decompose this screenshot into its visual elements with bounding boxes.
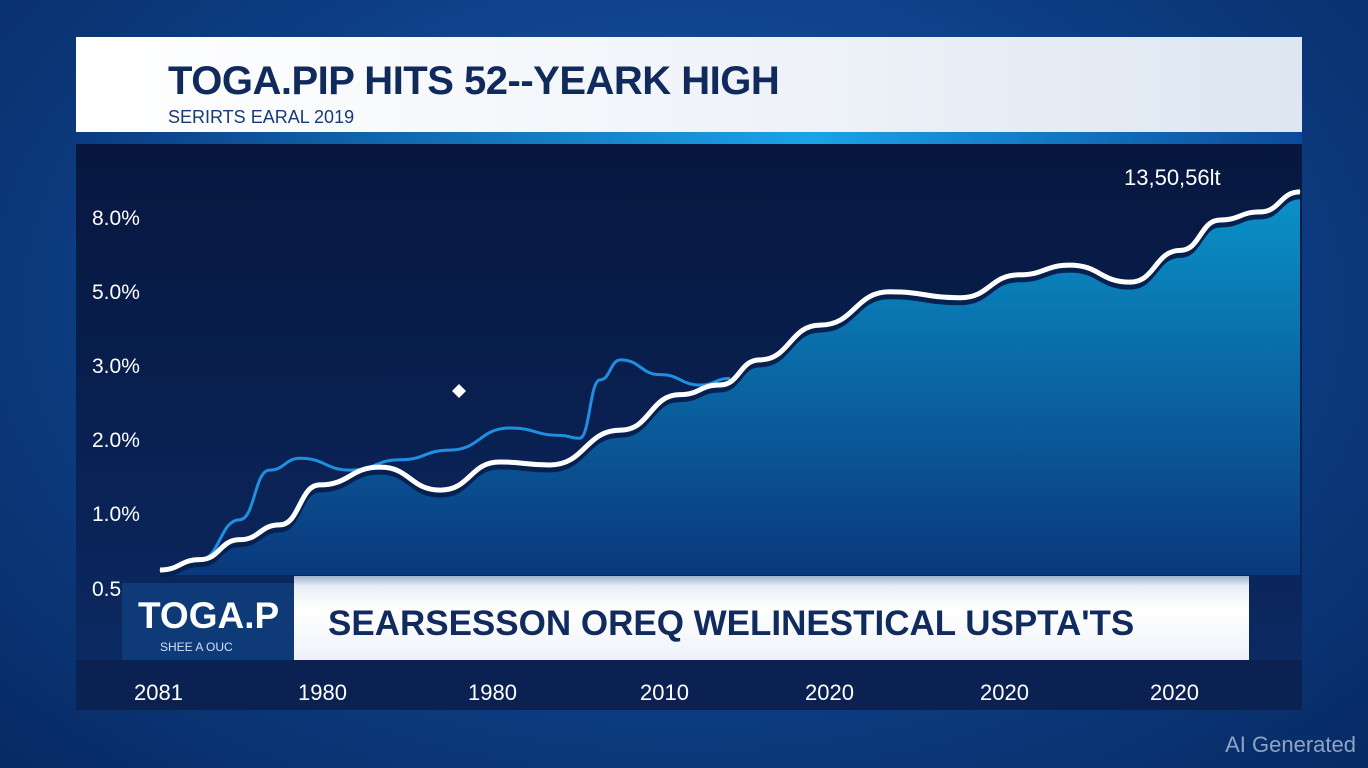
main-series-point — [279, 524, 281, 526]
main-series-point — [1019, 274, 1021, 276]
main-series-point — [499, 461, 501, 463]
main-series-point — [239, 539, 241, 541]
headline-subtitle: SERIRTS EARAL 2019 — [168, 107, 355, 127]
x-tick-label: 1980 — [468, 680, 517, 705]
main-series-point — [1299, 191, 1301, 193]
watermark: AI Generated — [1225, 732, 1356, 757]
y-tick-label: 1.0% — [92, 503, 140, 526]
x-tick-label: 2020 — [980, 680, 1029, 705]
main-series-point — [959, 297, 961, 299]
secondary-series-line — [199, 358, 731, 562]
main-series-point — [159, 569, 161, 571]
x-tick-label: 2010 — [640, 680, 689, 705]
x-tick-label: 2081 — [134, 680, 183, 705]
x-tick-label: 1980 — [298, 680, 347, 705]
diamond-marker-icon — [452, 384, 466, 398]
main-series-point — [199, 559, 201, 561]
news-banner: SEARSESSON OREQ WELINESTICAL USPTA'TS — [294, 576, 1249, 660]
headline-bar: TOGA.PIP HITS 52--YEARK HIGH SERIRTS EAR… — [76, 37, 1302, 132]
main-series-point — [679, 394, 681, 396]
y-tick-label: 8.0% — [92, 207, 140, 230]
peak-value-label: 13,50,56lt — [1124, 165, 1221, 190]
main-series-point — [439, 489, 441, 491]
ticker-box: TOGA.P SHEE A OUC — [122, 583, 294, 660]
x-tick-label: 2020 — [1150, 680, 1199, 705]
main-series-point — [819, 324, 821, 326]
ticker-subtext: SHEE A OUC — [160, 640, 233, 654]
header-accent-bar — [76, 132, 1302, 144]
main-series-point — [319, 484, 321, 486]
main-series-point — [759, 359, 761, 361]
y-tick-label: 3.0% — [92, 355, 140, 378]
main-series-point — [1259, 211, 1261, 213]
main-series-point — [719, 384, 721, 386]
news-banner-text: SEARSESSON OREQ WELINESTICAL USPTA'TS — [328, 604, 1135, 643]
ticker-symbol: TOGA.P — [138, 595, 280, 636]
main-series-point — [889, 291, 891, 293]
headline-title: TOGA.PIP HITS 52--YEARK HIGH — [168, 59, 780, 103]
y-tick-label: 0.5 — [92, 578, 122, 601]
main-series-point — [1069, 264, 1071, 266]
main-series-shadow — [159, 194, 1301, 578]
y-tick-label: 2.0% — [92, 429, 140, 452]
x-tick-label: 2020 — [805, 680, 854, 705]
y-tick-label: 5.0% — [92, 281, 140, 304]
main-series-point — [379, 466, 381, 468]
main-series-point — [620, 429, 622, 431]
main-series-point — [1179, 249, 1181, 251]
main-series-point — [1219, 219, 1221, 221]
x-axis-band — [76, 660, 1302, 710]
main-series-point — [1129, 281, 1131, 283]
main-series-point — [549, 464, 551, 466]
